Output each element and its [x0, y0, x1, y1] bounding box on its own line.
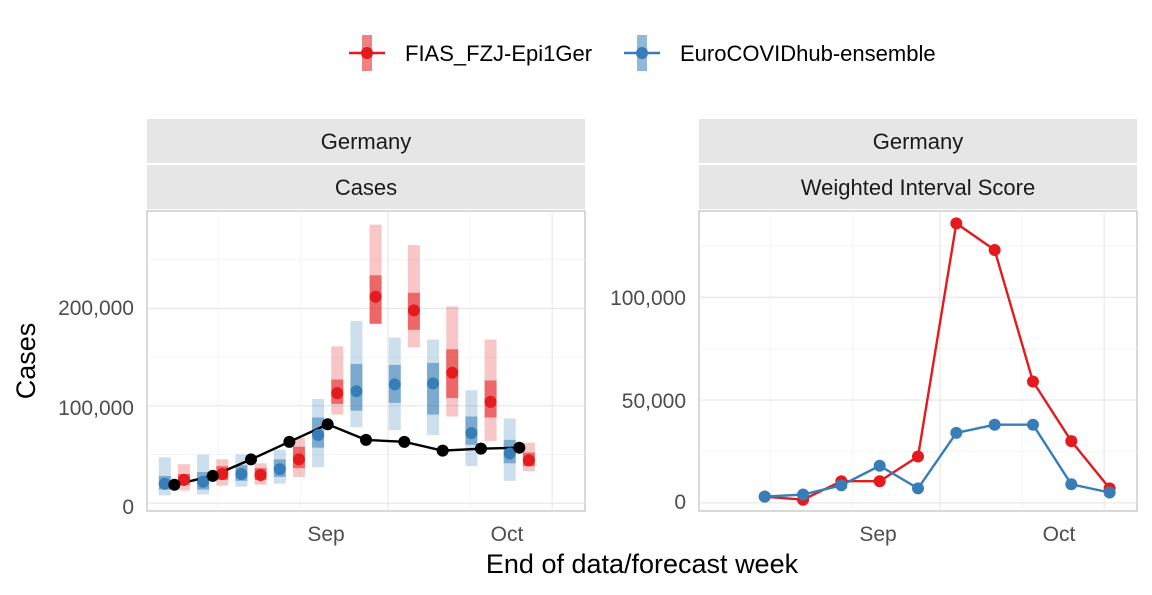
score-point-ensemble: [1065, 478, 1078, 491]
y-axis-title: Cases: [11, 323, 41, 400]
score-point-ensemble: [950, 426, 963, 439]
median-point-fias: [216, 467, 229, 480]
y-tick-cases-0: 0: [122, 496, 134, 519]
gridlines-wis: [699, 211, 1137, 511]
strip-wis-metric-label: Weighted Interval Score: [801, 175, 1035, 200]
panel-wis: Germany Weighted Interval Score 0 50,000…: [610, 119, 1138, 546]
median-point-ensemble: [273, 463, 286, 476]
median-point-ensemble: [388, 378, 401, 391]
legend-key-ensemble-point: [636, 47, 648, 59]
y-tick-wis-0: 0: [674, 491, 686, 514]
observed-point: [206, 469, 219, 482]
strip-cases-metric-label: Cases: [335, 175, 397, 200]
y-tick-wis-100000: 100,000: [610, 287, 686, 310]
panel-cases: Germany Cases 0 100,000 200,000 Sep Oct: [58, 119, 586, 546]
score-point-ensemble: [988, 418, 1001, 431]
x-tick-wis-sep: Sep: [859, 523, 896, 546]
legend-key-fias-point: [361, 47, 373, 59]
observed-point: [513, 441, 526, 454]
plot-area-wis: [698, 210, 1138, 512]
observed-point: [283, 435, 296, 448]
median-point-ensemble: [503, 447, 516, 460]
score-point-ensemble: [835, 479, 848, 492]
score-point-ensemble: [1026, 418, 1039, 431]
score-point-ensemble: [758, 490, 771, 503]
median-point-ensemble: [350, 385, 363, 398]
median-point-fias: [292, 453, 305, 466]
strip-cases-location: [147, 119, 585, 163]
score-point-ensemble: [797, 488, 810, 501]
score-point-fias: [950, 217, 963, 230]
median-point-fias: [407, 304, 420, 317]
observed-point: [398, 435, 411, 448]
median-point-fias: [446, 366, 459, 379]
median-point-ensemble: [312, 429, 325, 442]
marks-wis: [758, 217, 1116, 506]
observed-point: [436, 444, 449, 457]
legend-key-ensemble: [624, 35, 660, 71]
score-point-fias: [912, 450, 924, 463]
observed-point: [321, 418, 334, 431]
x-tick-cases-sep: Sep: [307, 523, 344, 546]
median-point-fias: [484, 395, 497, 408]
observed-point: [168, 478, 181, 491]
median-point-fias: [331, 387, 344, 400]
y-tick-cases-200000: 200,000: [58, 297, 134, 320]
y-tick-wis-50000: 50,000: [622, 390, 686, 413]
strip-wis-location: [699, 119, 1137, 163]
strip-wis-metric: [699, 165, 1137, 209]
observed-point: [360, 433, 372, 446]
median-point-ensemble: [158, 477, 171, 490]
observed-point: [474, 442, 487, 455]
strip-cases-metric: [147, 165, 585, 209]
median-point-fias: [522, 454, 535, 467]
strip-cases-location-label: Germany: [321, 129, 411, 154]
score-point-ensemble: [912, 482, 924, 495]
median-point-ensemble: [197, 475, 210, 488]
median-point-ensemble: [235, 467, 248, 480]
median-point-fias: [254, 468, 267, 481]
y-tick-cases-100000: 100,000: [58, 397, 134, 420]
score-point-fias: [1065, 435, 1078, 448]
score-point-ensemble: [873, 459, 886, 472]
score-line-ensemble: [764, 423, 1110, 498]
marks-cases: [158, 224, 535, 496]
legend-label-ensemble: EuroCOVIDhub-ensemble: [680, 41, 936, 66]
observed-point: [245, 453, 258, 466]
x-tick-wis-oct: Oct: [1043, 523, 1076, 546]
score-point-fias: [1026, 375, 1039, 388]
legend: FIAS_FZJ-Epi1Ger EuroCOVIDhub-ensemble: [349, 35, 936, 71]
median-point-ensemble: [465, 427, 478, 440]
x-tick-cases-oct: Oct: [491, 523, 524, 546]
strip-wis-location-label: Germany: [873, 129, 963, 154]
score-point-fias: [873, 475, 886, 488]
plot-area-cases: [146, 210, 586, 512]
median-point-fias: [369, 290, 382, 303]
legend-label-fias: FIAS_FZJ-Epi1Ger: [405, 41, 592, 66]
median-point-ensemble: [427, 377, 440, 390]
observed-line: [174, 423, 520, 486]
median-point-fias: [177, 473, 190, 486]
score-point-fias: [988, 244, 1001, 257]
x-axis-title: End of data/forecast week: [486, 549, 799, 579]
legend-key-fias: [349, 35, 385, 71]
score-point-ensemble: [1103, 486, 1116, 499]
